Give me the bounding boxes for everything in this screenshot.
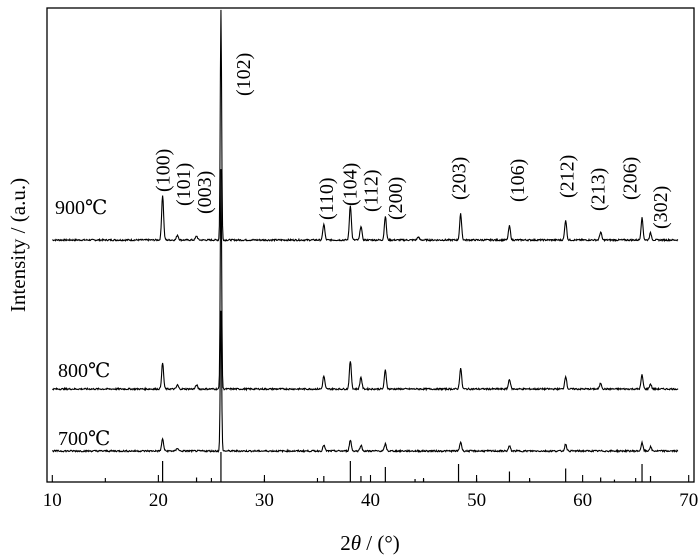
series-line (52, 169, 679, 392)
x-tick-label: 60 (573, 490, 592, 511)
series-layer (52, 9, 679, 454)
peak-label: (101) (173, 163, 195, 206)
series-line (52, 9, 679, 243)
peak-label: (100) (153, 149, 175, 192)
peak-label: (302) (650, 186, 672, 229)
peak-label: (110) (316, 177, 338, 220)
x-tick-label: 50 (467, 490, 486, 511)
reference-pattern (162, 452, 652, 482)
peak-label: (104) (339, 163, 361, 206)
x-tick-label: 10 (43, 490, 62, 511)
peak-annotations: (100)(101) (003) (102) (110) (104) (112) (200)… (153, 53, 672, 229)
peak-label: (213) (588, 168, 610, 211)
plot-frame (46, 7, 695, 483)
peak-label: (212) (557, 155, 579, 198)
peak-label: (102) (233, 53, 255, 96)
x-tick-label: 70 (679, 490, 698, 511)
series-label: 800℃ (58, 360, 110, 382)
x-label-theta: θ (351, 531, 361, 555)
x-axis-label: 2θ / (°) (340, 531, 400, 555)
series-label: 700℃ (58, 428, 110, 450)
peak-label: (200) (385, 177, 407, 220)
peak-label: (203) (449, 157, 471, 200)
peak-label: (003) (194, 171, 216, 214)
series-labels: 900℃ 800℃ 700℃ (55, 197, 110, 450)
series-line (52, 310, 679, 454)
peak-label: (112) (361, 169, 383, 212)
x-axis-ticks: 10 20 30 40 50 60 70 (43, 475, 698, 511)
series-label: 900℃ (55, 197, 107, 219)
x-tick-label: 20 (149, 490, 168, 511)
x-tick-label: 40 (361, 490, 380, 511)
x-label-part-1: 2 (340, 531, 351, 555)
y-axis-label: Intensity / (a.u.) (6, 178, 30, 312)
peak-label: (106) (507, 159, 529, 202)
x-tick-label: 30 (255, 490, 274, 511)
x-label-unit: / (°) (361, 531, 400, 555)
peak-label: (206) (619, 157, 641, 200)
